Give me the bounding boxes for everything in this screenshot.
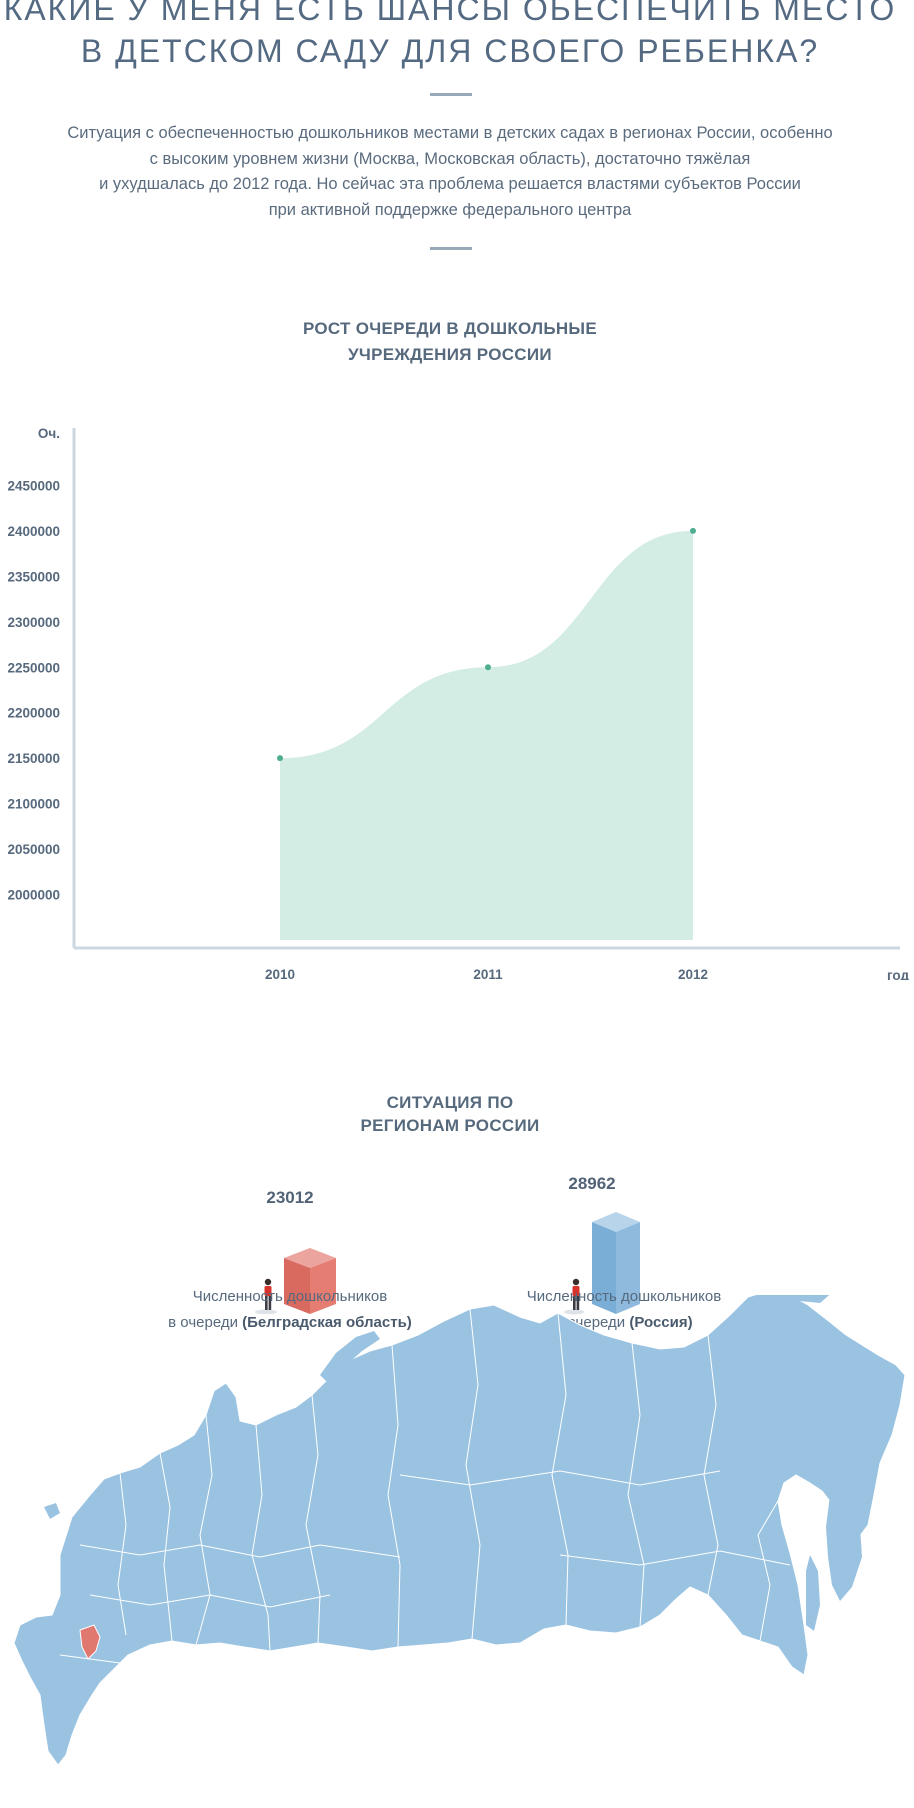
stat-region-caption: Численность дошкольников в очереди (Белг… [130,1284,450,1336]
data-point-2010 [277,755,283,762]
regions-title: СИТУАЦИЯ ПО РЕГИОНАМ РОССИИ [0,1091,900,1137]
region-borders [59,1308,791,1664]
kamchatka [826,1495,862,1601]
highlighted-region [79,1624,101,1660]
intro-line-2: с высоким уровнем жизни (Москва, Московс… [149,149,751,168]
series-area [280,530,693,940]
data-point-2012 [690,527,696,534]
cube-icon [284,1248,336,1314]
novaya-zemlya [320,1331,380,1385]
stat-region-caption-line-2: в очереди (Белградская область) [130,1310,450,1336]
regions-title-line-1: СИТУАЦИЯ ПО [386,1093,514,1112]
intro-line-3: и ухудшалась до 2012 года. Но сейчас эта… [99,175,801,193]
chart-title-line-1: РОСТ ОЧЕРЕДИ В ДОШКОЛЬНЫЕ [302,319,598,338]
x-axis-label: год [887,968,910,980]
child-icon [255,1278,277,1314]
y-tick-label: 2400000 [7,524,60,539]
stat-country: 28962 Численность дошкольников в очереди… [464,1174,784,1340]
y-tick-label: 2050000 [7,842,60,857]
stat-country-caption-line-1: Численность дошкольников [526,1288,722,1305]
queue-growth-chart: 2000000 2050000 2100000 2150000 2200000 22500… [7,426,910,980]
intro-line-1: Ситуация с обеспеченностью дошкольников … [67,124,833,142]
russia-landmass [13,1295,906,1766]
page-title: КАКИЕ У МЕНЯ ЕСТЬ ШАНСЫ ОБЕСПЕЧИТЬ МЕСТО… [0,0,900,72]
stat-region-figure [255,1248,336,1314]
title-divider [430,93,472,96]
y-tick-label: 2150000 [7,751,60,766]
y-tick-label: 2300000 [7,615,60,630]
x-tick-label: 2010 [265,967,295,980]
intro-line-4: при активной поддержке федерального цент… [268,200,632,219]
stat-country-value: 28962 [568,1174,616,1193]
chukotka [768,1295,830,1303]
russia-regions-map [13,1295,906,1766]
y-tick-label: 2450000 [7,478,60,493]
data-point-2011 [485,664,491,671]
y-tick-label: 2000000 [7,888,60,903]
stat-region: 23012 Численность дошкольников в очереди… [130,1180,450,1340]
chart-title: РОСТ ОЧЕРЕДИ В ДОШКОЛЬНЫЕ УЧРЕЖДЕНИЯ РОС… [0,316,900,368]
chart-title-line-2: УЧРЕЖДЕНИЯ РОССИИ [348,345,552,364]
stat-country-name: (Россия) [629,1314,693,1331]
stat-region-name: (Белградская область) [242,1314,412,1331]
sakhalin [806,1555,820,1631]
stat-region-caption-prefix: в очереди [168,1314,243,1331]
page-title-line-1: КАКИЕ У МЕНЯ ЕСТЬ ШАНСЫ ОБЕСПЕЧИТЬ МЕСТО [3,0,897,27]
russia-mainland [13,1295,906,1766]
x-tick-label: 2011 [473,967,503,980]
y-axis-label: Оч. [38,426,60,441]
cube-icon [592,1212,640,1314]
stat-region-caption-line-1: Численность дошкольников [192,1288,388,1305]
y-tick-label: 2200000 [7,706,60,721]
child-icon [564,1278,584,1315]
kaliningrad [44,1503,60,1519]
x-tick-label: 2012 [678,967,708,980]
intro-divider [430,247,472,250]
stat-country-figure [564,1212,640,1315]
y-tick-label: 2100000 [7,797,60,812]
regions-title-line-2: РЕГИОНАМ РОССИИ [360,1116,540,1135]
page-title-line-2: В ДЕТСКОМ САДУ ДЛЯ СВОЕГО РЕБЕНКА? [80,33,820,69]
y-tick-label: 2350000 [7,569,60,584]
intro-text: Ситуация с обеспеченностью дошкольников … [0,121,900,223]
stat-region-value: 23012 [266,1188,314,1207]
y-tick-label: 2250000 [7,660,60,675]
